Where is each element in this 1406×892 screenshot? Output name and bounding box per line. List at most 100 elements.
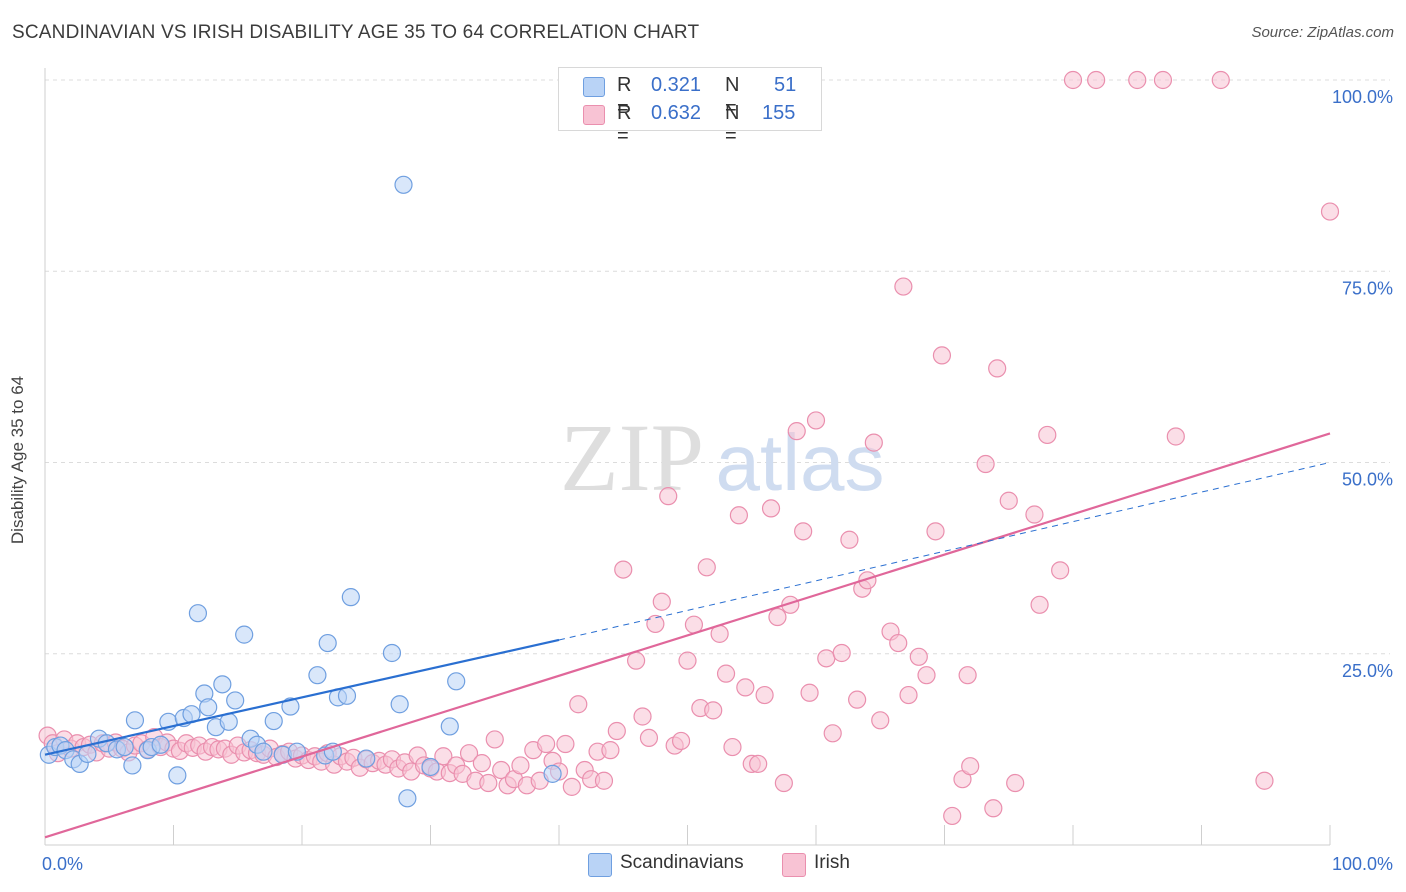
legend: Scandinavians Irish xyxy=(0,852,1406,878)
data-point xyxy=(115,737,134,757)
data-point xyxy=(492,760,511,780)
data-point xyxy=(1255,771,1274,790)
data-point xyxy=(188,604,208,623)
x-tick-label: 100.0% xyxy=(1332,854,1393,874)
x-tick-label: 0.0% xyxy=(42,854,83,874)
data-point xyxy=(704,701,723,720)
data-point xyxy=(434,747,453,766)
n-value: 51 xyxy=(774,74,797,96)
data-point xyxy=(976,454,995,474)
r-label: R = xyxy=(617,74,632,119)
tick-labels: 25.0% 50.0% 75.0% 100.0% 0.0% 100.0% xyxy=(42,87,1393,874)
data-point xyxy=(168,766,187,785)
data-point xyxy=(1025,505,1044,524)
data-point xyxy=(601,741,620,760)
data-point xyxy=(958,666,977,685)
data-point xyxy=(988,359,1007,378)
data-point xyxy=(459,744,479,763)
data-point xyxy=(774,773,793,793)
scandinavian-swatch xyxy=(583,77,605,97)
data-point xyxy=(871,711,890,730)
legend-swatch xyxy=(782,853,806,877)
data-point xyxy=(659,487,678,506)
data-point xyxy=(382,643,402,663)
data-point xyxy=(447,672,466,691)
data-point xyxy=(308,666,327,685)
data-point xyxy=(607,721,626,741)
data-point xyxy=(787,422,806,441)
data-point xyxy=(999,491,1018,510)
data-point xyxy=(932,346,952,365)
data-point xyxy=(226,691,245,710)
data-point xyxy=(485,730,504,749)
data-point xyxy=(678,651,697,670)
data-point xyxy=(213,675,232,694)
r-value: 0.321 xyxy=(651,74,702,96)
axes xyxy=(44,68,1331,846)
trend-line-scandinavian xyxy=(44,638,560,756)
data-point xyxy=(864,433,883,452)
data-point xyxy=(390,695,409,714)
y-tick-label: 75.0% xyxy=(1342,278,1393,298)
data-point xyxy=(125,711,145,730)
y-tick-label: 50.0% xyxy=(1342,470,1393,490)
data-point xyxy=(652,592,671,611)
data-point xyxy=(199,698,218,717)
stats-box: R = 0.321 N = 51 R = 0.632 N = 155 xyxy=(558,67,822,147)
data-point xyxy=(961,757,980,776)
data-point xyxy=(858,571,877,590)
data-point xyxy=(1211,70,1230,90)
data-point xyxy=(736,678,755,697)
data-point xyxy=(594,771,614,790)
data-point xyxy=(894,277,913,296)
data-point xyxy=(1063,70,1083,90)
data-point xyxy=(151,735,170,754)
y-tick-label: 25.0% xyxy=(1342,661,1393,681)
data-point xyxy=(943,806,962,826)
gridlines xyxy=(45,79,1390,655)
legend-label: Irish xyxy=(814,852,850,873)
n-label: N = xyxy=(725,102,740,147)
data-point xyxy=(800,683,819,702)
n-label: N = xyxy=(725,74,740,119)
data-point xyxy=(562,777,581,796)
data-point xyxy=(639,728,659,748)
data-point xyxy=(1128,70,1147,90)
data-point xyxy=(832,643,851,663)
data-point xyxy=(556,734,575,754)
data-point xyxy=(537,734,556,754)
data-point xyxy=(723,737,742,757)
data-point xyxy=(1087,70,1106,90)
data-point xyxy=(899,685,918,705)
data-point xyxy=(479,773,498,793)
legend-swatch xyxy=(588,853,612,877)
data-point xyxy=(1320,202,1340,221)
data-point xyxy=(398,789,417,808)
data-point xyxy=(729,506,749,525)
data-point xyxy=(840,530,859,549)
n-value: 155 xyxy=(762,102,796,124)
data-point xyxy=(341,588,360,607)
data-point xyxy=(1038,425,1057,445)
data-point xyxy=(543,764,562,783)
data-point xyxy=(761,499,781,518)
data-point xyxy=(823,724,842,743)
data-point xyxy=(794,522,813,541)
data-point xyxy=(755,685,774,705)
trend-lines xyxy=(44,432,1331,839)
data-point xyxy=(337,686,357,705)
data-point xyxy=(626,651,646,670)
data-point xyxy=(768,607,787,627)
r-label: R = xyxy=(617,102,632,147)
data-point xyxy=(318,633,337,653)
data-point xyxy=(909,647,928,666)
data-point xyxy=(569,695,588,714)
r-value: 0.632 xyxy=(651,102,702,124)
watermark: ZIP atlas xyxy=(560,404,884,511)
data-point xyxy=(394,175,413,194)
watermark-zip: ZIP xyxy=(560,404,704,511)
data-point xyxy=(817,649,836,668)
chart-title: SCANDINAVIAN VS IRISH DISABILITY AGE 35 … xyxy=(12,22,700,43)
data-point xyxy=(671,731,691,751)
